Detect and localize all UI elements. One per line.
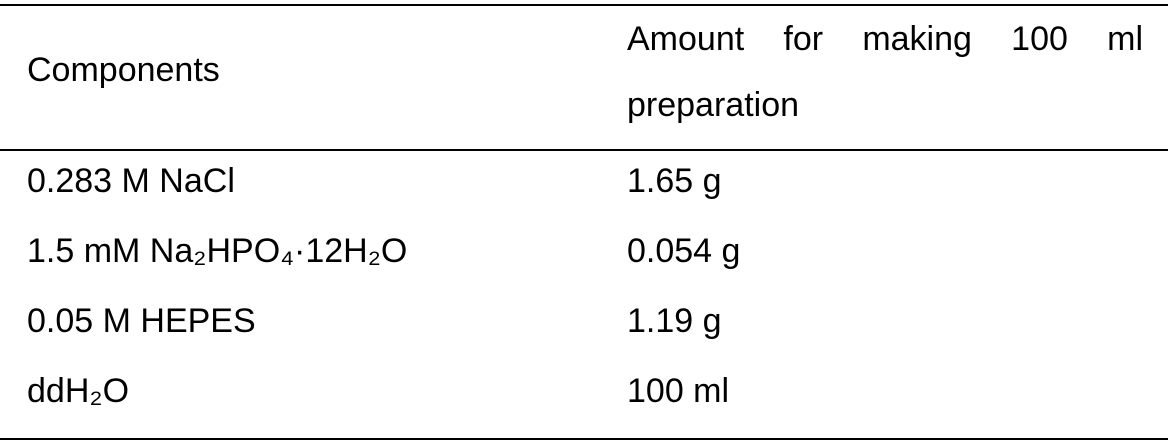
header-cell: Amount for making 100 ml preparation (627, 20, 1143, 124)
table-cell: 0.05 M HEPES (27, 302, 256, 340)
bottom-rule (0, 438, 1168, 440)
table-cell: 1.5 mM Na₂HPO₄·12H₂O (27, 232, 408, 270)
table-cell: 1.19 g (627, 302, 722, 340)
table-cell: 1.65 g (627, 162, 722, 200)
table-cell: ddH₂O (27, 372, 130, 410)
top-rule (0, 4, 1168, 6)
table-cell: 100 ml (627, 372, 730, 410)
table-cell: 0.054 g (627, 232, 741, 270)
table-cell: 0.283 M NaCl (27, 162, 235, 200)
header-rule (0, 149, 1168, 151)
header-cell: Components (27, 51, 220, 89)
